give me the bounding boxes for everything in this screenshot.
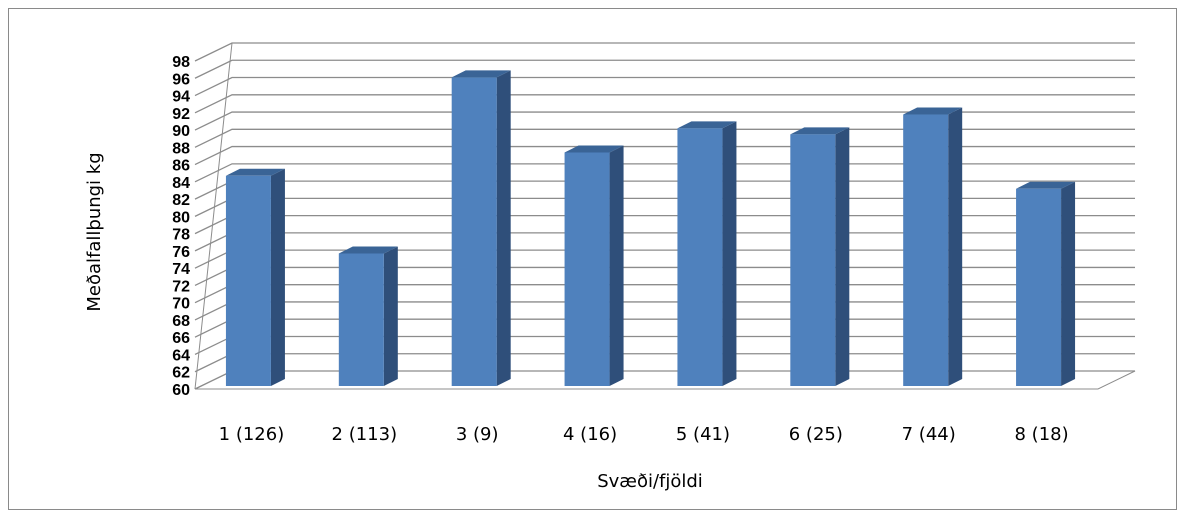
y-tick-label: 92 [172, 106, 190, 123]
bar-side [496, 70, 511, 387]
y-tick-label: 68 [172, 313, 190, 330]
gridline [194, 180, 1135, 200]
x-tick-label: 2 (113) [332, 424, 398, 445]
gridline [194, 370, 1135, 390]
y-tick-label: 96 [172, 71, 190, 88]
gridline [194, 214, 1135, 235]
bar [1016, 181, 1076, 386]
bar-front [1016, 188, 1062, 386]
bar-top [1016, 181, 1076, 189]
y-tick-label: 78 [172, 227, 190, 244]
y-tick-label: 60 [172, 382, 190, 399]
gridline [194, 111, 1135, 131]
bar-top [790, 127, 850, 135]
bar-front [225, 175, 271, 386]
bars [225, 70, 1076, 387]
bar-front [790, 134, 836, 386]
bar [903, 107, 963, 386]
y-tick-label: 72 [172, 278, 190, 295]
y-tick-label: 98 [172, 54, 190, 71]
gridline [194, 42, 1135, 62]
y-tick-label: 76 [172, 244, 190, 261]
gridline [194, 301, 1135, 321]
y-tick-label: 82 [172, 192, 190, 209]
y-tick-label: 64 [172, 347, 190, 364]
bar-top [338, 246, 398, 254]
bar-top [564, 145, 624, 153]
gridline [194, 266, 1135, 287]
gridline [194, 94, 1135, 114]
bar-side [609, 145, 624, 386]
x-tick-label: 5 (41) [676, 424, 730, 445]
bar [338, 246, 398, 386]
back-wall-left-edge [194, 42, 233, 390]
bar-front [338, 253, 384, 386]
bar-front [564, 152, 610, 386]
gridline [194, 128, 1135, 148]
y-tick-label: 90 [172, 123, 190, 140]
floor [194, 370, 1136, 390]
gridline [194, 232, 1135, 252]
x-tick-label: 6 (25) [789, 424, 843, 445]
y-tick-label: 80 [172, 209, 190, 226]
bar-side [1061, 181, 1076, 386]
bar [790, 127, 850, 387]
x-tick-label: 8 (18) [1015, 424, 1069, 445]
bar-top [451, 70, 511, 78]
y-tick-label: 88 [172, 140, 190, 157]
y-tick-label: 66 [172, 330, 190, 347]
y-tick-label: 84 [172, 175, 190, 192]
x-tick-label: 1 (126) [219, 424, 285, 445]
bar [451, 70, 511, 387]
gridline [194, 145, 1135, 166]
y-tick-label: 74 [172, 261, 190, 278]
bar-side [383, 246, 398, 386]
bar-top [225, 168, 285, 176]
y-axis-title: Meðalfallþungi kg [84, 152, 105, 311]
x-axis-title: Svæði/fjöldi [597, 471, 703, 492]
gridline [194, 59, 1135, 79]
bar-side [948, 107, 963, 386]
x-tick-label: 3 (9) [456, 424, 499, 445]
bar-side [722, 121, 737, 386]
gridline [194, 249, 1135, 269]
x-tick-label: 7 (44) [902, 424, 956, 445]
bar-side [835, 127, 850, 387]
x-tick-label: 4 (16) [563, 424, 617, 445]
gridline [194, 318, 1135, 338]
x-tick-labels: 1 (126) 2 (113) 3 (9) 4 (16) 5 (41) 6 (25) 7 (… [219, 424, 1069, 445]
gridline [194, 163, 1135, 183]
bar [225, 168, 285, 386]
y-tick-label: 62 [172, 365, 190, 382]
y-tick-label: 86 [172, 158, 190, 175]
bar [677, 121, 737, 387]
bar-side [270, 168, 285, 386]
bar-top [677, 121, 737, 129]
bar [564, 145, 624, 386]
bar-front [677, 128, 723, 387]
gridline [194, 335, 1135, 356]
bar-top [903, 107, 963, 115]
gridline [194, 284, 1135, 304]
y-tick-label: 94 [172, 89, 190, 106]
bar-front [451, 77, 497, 387]
gridline [194, 353, 1135, 373]
gridline [194, 197, 1135, 217]
bar-front [903, 114, 949, 386]
gridline [194, 76, 1135, 97]
y-tick-label: 70 [172, 296, 190, 313]
grid-layer [194, 42, 1136, 390]
